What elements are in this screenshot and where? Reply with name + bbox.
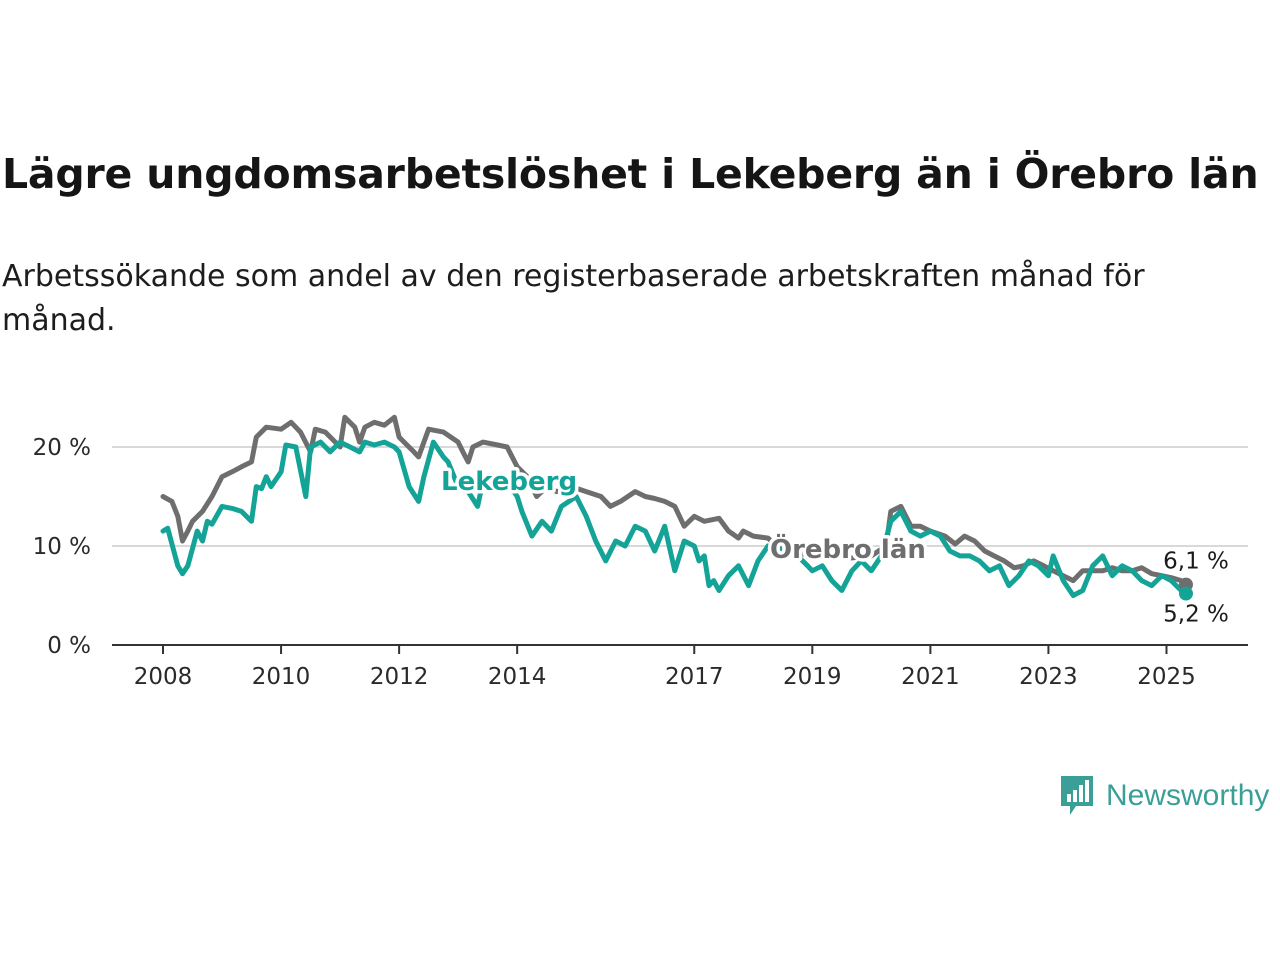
series-lines bbox=[160, 414, 1189, 598]
gridlines bbox=[112, 446, 1248, 547]
brand-logo: Newsworthy bbox=[1058, 773, 1269, 819]
end-value-label: 5,2 % bbox=[1163, 602, 1229, 628]
x-tick-label: 2025 bbox=[1137, 664, 1196, 690]
x-tick-label: 2017 bbox=[665, 664, 724, 690]
series-name-label: Örebro län bbox=[770, 532, 926, 565]
series-labels: Lekeberg Örebro län 6,1 % 5,2 % bbox=[438, 464, 1229, 628]
x-tick-label: 2021 bbox=[901, 664, 960, 690]
x-tick-label: 2010 bbox=[252, 664, 311, 690]
y-tick-label: 10 % bbox=[33, 534, 91, 560]
y-tick-label: 20 % bbox=[33, 435, 91, 461]
brand-name: Newsworthy bbox=[1106, 779, 1270, 812]
chart-subtitle: Arbetssökande som andel av den registerb… bbox=[2, 259, 1145, 338]
newsworthy-logo-icon bbox=[1061, 776, 1093, 815]
end-value-label: 6,1 % bbox=[1163, 549, 1229, 575]
x-tick-label: 2019 bbox=[783, 664, 842, 690]
x-axis-ticks: 2008 2010 2012 2014 2017 2019 2021 2023 2025 bbox=[134, 645, 1196, 690]
series-line-1 bbox=[160, 439, 1189, 598]
end-point-1 bbox=[1178, 586, 1193, 601]
y-tick-label: 0 % bbox=[47, 633, 91, 659]
series-name-label: Lekeberg bbox=[441, 467, 577, 497]
x-tick-label: 2008 bbox=[134, 664, 193, 690]
x-tick-label: 2023 bbox=[1019, 664, 1078, 690]
x-tick-label: 2012 bbox=[370, 664, 429, 690]
x-tick-label: 2014 bbox=[488, 664, 547, 690]
chart-title: Lägre ungdomsarbetslöshet i Lekeberg än … bbox=[2, 150, 1259, 198]
y-axis-ticks: 0 % 10 % 20 % bbox=[33, 435, 91, 659]
end-markers bbox=[1178, 577, 1193, 601]
